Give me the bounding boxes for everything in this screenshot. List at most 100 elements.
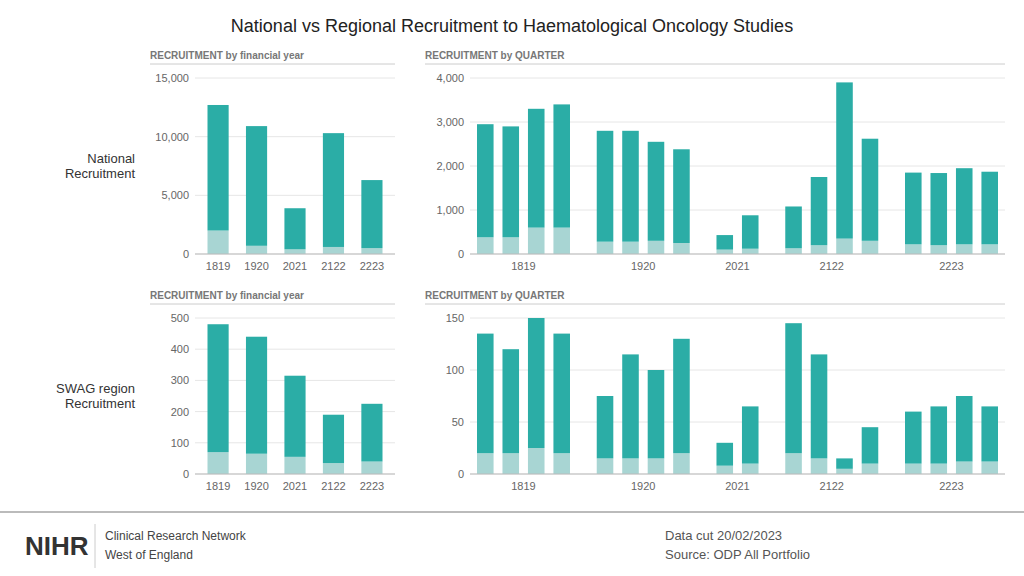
footer: NIHRClinical Research NetworkWest of Eng… <box>0 512 1024 568</box>
y-tick-label: 2,000 <box>436 160 464 172</box>
bar-segment <box>597 242 614 254</box>
bar-segment <box>361 404 382 462</box>
grid-line <box>470 370 1005 371</box>
text-line: National <box>87 151 135 166</box>
bar-segment <box>836 469 853 474</box>
x-tick-label: 2122 <box>820 480 844 492</box>
bar-segment <box>742 215 759 248</box>
y-tick-label: 0 <box>458 468 464 480</box>
bar-segment <box>553 453 570 474</box>
y-tick-label: 1,000 <box>436 204 464 216</box>
y-tick-label: 50 <box>452 416 464 428</box>
chart-panel: RECRUITMENT by financial yearNationalRec… <box>65 50 395 272</box>
bar-segment <box>742 249 759 254</box>
footer-text: Data cut 20/02/2023 <box>665 528 782 543</box>
bar-segment <box>477 453 494 474</box>
bar-segment <box>648 142 665 241</box>
chart-panel: RECRUITMENT by QUARTER050100150181919202… <box>425 290 1005 492</box>
bar-segment <box>622 242 639 254</box>
bar-segment <box>622 354 639 458</box>
bar-segment <box>528 109 545 228</box>
bars <box>208 105 383 254</box>
x-tick-label: 2021 <box>725 260 749 272</box>
bar-segment <box>673 149 690 243</box>
bar-segment <box>811 177 828 245</box>
bar-segment <box>742 406 759 463</box>
bar-segment <box>981 244 998 254</box>
bar-segment <box>716 443 733 466</box>
y-tick-label: 300 <box>171 374 189 386</box>
row-label: SWAG regionRecruitment <box>56 381 135 411</box>
y-tick-label: 0 <box>183 248 189 260</box>
bar-segment <box>862 464 879 474</box>
grid-line <box>470 122 1005 123</box>
bars <box>208 324 383 474</box>
bar-segment <box>785 248 802 254</box>
bars <box>477 318 998 474</box>
y-tick-label: 500 <box>171 312 189 324</box>
grid-line <box>195 78 395 79</box>
grid-line <box>470 210 1005 211</box>
footer-rule <box>0 511 1024 513</box>
bar-segment <box>716 235 733 250</box>
bar-segment <box>528 318 545 448</box>
x-tick-label: 1819 <box>511 480 535 492</box>
bar-segment <box>716 250 733 254</box>
bar-segment <box>930 406 947 463</box>
bar-segment <box>477 124 494 237</box>
bar-segment <box>323 247 344 254</box>
x-tick-label: 2223 <box>360 260 384 272</box>
bar-segment <box>597 458 614 474</box>
bar-segment <box>361 462 382 474</box>
bar-segment <box>836 458 853 468</box>
bar-segment <box>246 246 267 254</box>
footer-logo-text: NIHR <box>25 531 89 561</box>
y-tick-label: 0 <box>183 468 189 480</box>
bar-segment <box>862 241 879 254</box>
bar-segment <box>905 412 922 464</box>
x-tick-label: 1920 <box>244 480 268 492</box>
bar-segment <box>811 245 828 254</box>
chart-panel: RECRUITMENT by financial yearSWAG region… <box>56 290 395 492</box>
x-tick-label: 1920 <box>244 260 268 272</box>
x-tick-label: 2122 <box>321 260 345 272</box>
x-tick-label: 2223 <box>360 480 384 492</box>
x-tick-label: 2021 <box>283 480 307 492</box>
y-tick-label: 150 <box>446 312 464 324</box>
bar-segment <box>553 228 570 254</box>
bar-segment <box>785 323 802 453</box>
panel-title: RECRUITMENT by QUARTER <box>425 290 565 301</box>
bar-segment <box>477 334 494 454</box>
bar-segment <box>836 239 853 254</box>
bar-segment <box>673 243 690 254</box>
bar-segment <box>905 244 922 254</box>
bar-segment <box>981 462 998 474</box>
bar-segment <box>930 173 947 245</box>
y-tick-label: 5,000 <box>161 189 189 201</box>
x-tick-label: 1819 <box>206 260 230 272</box>
grid-line <box>470 78 1005 79</box>
x-tick-label: 2021 <box>725 480 749 492</box>
y-tick-label: 0 <box>458 248 464 260</box>
grid-line <box>195 254 395 255</box>
bar-segment <box>648 241 665 254</box>
grid-line <box>470 318 1005 319</box>
bars <box>477 82 998 254</box>
bar-segment <box>284 376 305 457</box>
text-line: Recruitment <box>65 166 135 181</box>
bar-segment <box>502 453 519 474</box>
bar-segment <box>930 245 947 254</box>
x-axis-line <box>195 254 395 255</box>
y-tick-label: 3,000 <box>436 116 464 128</box>
bar-segment <box>323 463 344 474</box>
bar-segment <box>553 334 570 454</box>
row-label: NationalRecruitment <box>65 151 135 181</box>
bar-segment <box>622 458 639 474</box>
bar-segment <box>361 248 382 254</box>
bar-segment <box>742 464 759 474</box>
bar-segment <box>956 462 973 474</box>
x-tick-label: 2122 <box>820 260 844 272</box>
bar-segment <box>811 458 828 474</box>
header-rule <box>150 64 395 65</box>
bar-segment <box>208 452 229 474</box>
